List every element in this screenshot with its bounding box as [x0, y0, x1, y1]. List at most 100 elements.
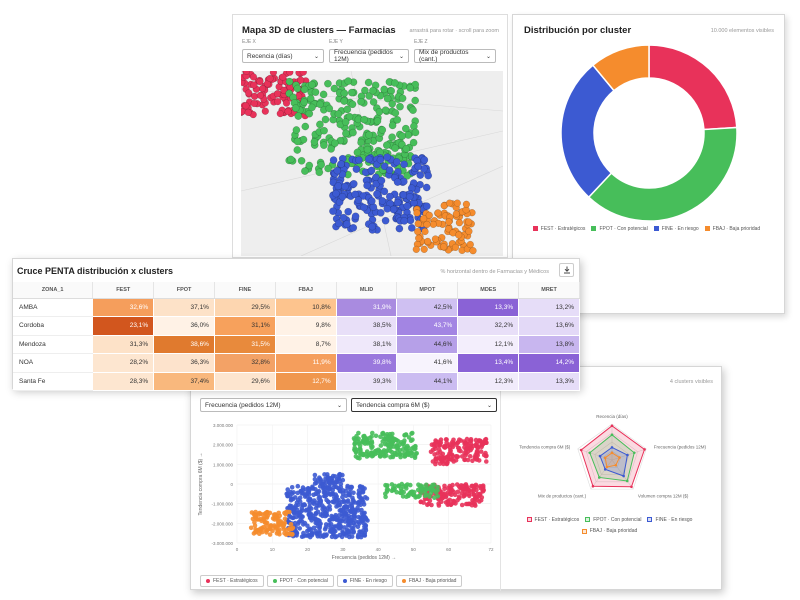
scatter-point	[344, 507, 349, 512]
cluster-point	[242, 71, 251, 75]
axis-z-select[interactable]: Mix de productos (cant.) ⌄	[414, 49, 496, 63]
axis-y-select[interactable]: Frecuencia (pedidos 12M) ⌄	[329, 49, 409, 63]
cluster-point	[412, 245, 420, 254]
scatter-legend-fpot[interactable]: FPOT · Con potencial	[266, 575, 334, 587]
cluster-point	[369, 86, 377, 95]
scatter-legend-fbaj[interactable]: FBAJ · Baja prioridad	[395, 575, 463, 587]
scatter-legend-fest[interactable]: FEST · Estratégicos	[200, 575, 264, 587]
radar-legend-fbaj[interactable]: FBAJ · Baja prioridad	[581, 526, 637, 536]
cluster-point	[424, 237, 432, 246]
radar-point	[610, 451, 614, 455]
scatter-point	[474, 444, 480, 450]
scatter-point	[290, 531, 295, 537]
cluster-point	[340, 89, 349, 98]
heat-cell: 44,6%	[396, 335, 459, 354]
map3d-canvas[interactable]	[241, 71, 503, 256]
download-button[interactable]	[559, 263, 574, 277]
column-header-zona_1[interactable]: ZONA_1	[13, 282, 94, 299]
scatter-x-select[interactable]: Frecuencia (pedidos 12M) ⌄	[200, 398, 347, 412]
map3d-axis-controls: EJE X Recencia (días) ⌄ EJE Y Frecuencia …	[242, 39, 502, 63]
scatter-point	[340, 494, 345, 500]
radar-legend-fine[interactable]: FINE · En riesgo	[647, 515, 692, 525]
radar-legend-fpot[interactable]: FPOT · Con potencial	[585, 515, 641, 525]
cluster-point	[330, 84, 339, 93]
radar-axis-label: Volumen compra 12M ($)	[638, 494, 689, 499]
donut-slice-fine[interactable]	[560, 64, 615, 199]
radar-legend: FEST · Estratégicos FPOT · Con potencial F…	[522, 513, 703, 536]
cluster-point	[343, 220, 351, 228]
radar-legend-fest[interactable]: FEST · Estratégicos	[526, 515, 579, 525]
column-header-fest[interactable]: FEST	[92, 282, 155, 299]
radar-series-fbaj	[604, 452, 621, 468]
scatter-point	[328, 475, 334, 481]
axis-x-select[interactable]: Recencia (días) ⌄	[242, 49, 324, 63]
scatter-point	[470, 498, 475, 503]
scatter-point	[299, 505, 305, 511]
scatter-point	[357, 446, 363, 452]
scatter-point	[285, 493, 290, 499]
column-header-mpot[interactable]: MPOT	[396, 282, 459, 299]
scatter-point	[342, 525, 347, 530]
scatter-point	[384, 453, 389, 458]
radar-axis-label: Recencia (días)	[596, 414, 628, 419]
radar-point	[625, 479, 629, 483]
radar-grid	[585, 432, 639, 483]
scatter-point	[347, 534, 352, 540]
legend-item-fbaj[interactable]: FBAJ · Baja prioridad	[704, 225, 761, 232]
cluster-point	[324, 79, 332, 88]
radar-grid	[603, 450, 621, 468]
cluster-point	[383, 153, 391, 161]
cluster-point	[411, 80, 420, 89]
cluster-point	[352, 165, 361, 173]
radar-spoke	[590, 459, 613, 490]
scatter-point	[332, 474, 338, 479]
scatter-point	[473, 482, 479, 488]
cluster-point	[343, 105, 352, 114]
scatter-legend-fine[interactable]: FINE · En riesgo	[336, 575, 393, 587]
column-header-fbaj[interactable]: FBAJ	[275, 282, 337, 299]
legend-item-fine[interactable]: FINE · En riesgo	[653, 226, 699, 232]
cluster-point	[300, 98, 309, 106]
scatter-x-value: Frecuencia (pedidos 12M)	[205, 401, 281, 409]
cluster-point	[242, 102, 250, 110]
scatter-point	[332, 495, 337, 500]
scatter-y-select[interactable]: Tendencia compra 6M ($) ⌄	[351, 398, 497, 412]
donut-slice-fest[interactable]	[648, 44, 738, 131]
heat-cell: 31,9%	[336, 298, 398, 317]
scatter-point	[272, 523, 277, 528]
cluster-point	[317, 160, 325, 169]
radar-grid	[594, 441, 630, 475]
radar-point	[588, 451, 592, 455]
scatter-point	[295, 483, 301, 489]
heat-cell: 12,3%	[457, 372, 520, 391]
legend-item-fpot[interactable]: FPOT · Con potencial	[591, 226, 648, 232]
column-header-mret[interactable]: MRET	[518, 282, 580, 299]
column-header-mlid[interactable]: MLID	[336, 282, 398, 299]
cluster-point	[393, 178, 402, 186]
scatter-point	[406, 435, 412, 440]
scatter-point	[264, 520, 270, 526]
legend-swatch	[585, 517, 591, 522]
scatter-point	[332, 500, 337, 505]
table-row: NOA 28,2% 36,3% 32,8% 11,9% 39,8% 41,6% 13,4% 14…	[13, 353, 580, 373]
scatter-point	[327, 507, 333, 512]
scatter-point	[423, 487, 429, 493]
donut-slice-fpot[interactable]	[587, 126, 738, 222]
column-header-mdes[interactable]: MDES	[457, 282, 520, 299]
scatter-chart[interactable]: 3.000.000 2.000.000 1.000.000 0 -1.000.000 -2…	[191, 417, 501, 567]
scatter-point	[412, 444, 418, 449]
cluster-point	[334, 182, 343, 190]
radar-point	[630, 485, 633, 489]
legend-label: FBAJ · Baja prioridad	[712, 225, 761, 232]
donut-slice-fbaj[interactable]	[591, 44, 650, 92]
scatter-point	[282, 510, 287, 516]
column-header-fine[interactable]: FINE	[214, 282, 276, 299]
legend-item-fest[interactable]: FEST · Estratégicos	[532, 226, 585, 232]
scatter-point	[396, 483, 402, 488]
heat-cell: 13,3%	[518, 372, 580, 391]
zone-cell: NOA	[13, 353, 94, 373]
cluster-point	[445, 225, 453, 233]
column-header-fpot[interactable]: FPOT	[153, 282, 215, 299]
y-tick-label: 3.000.000	[213, 423, 234, 428]
cluster-point	[341, 182, 349, 191]
